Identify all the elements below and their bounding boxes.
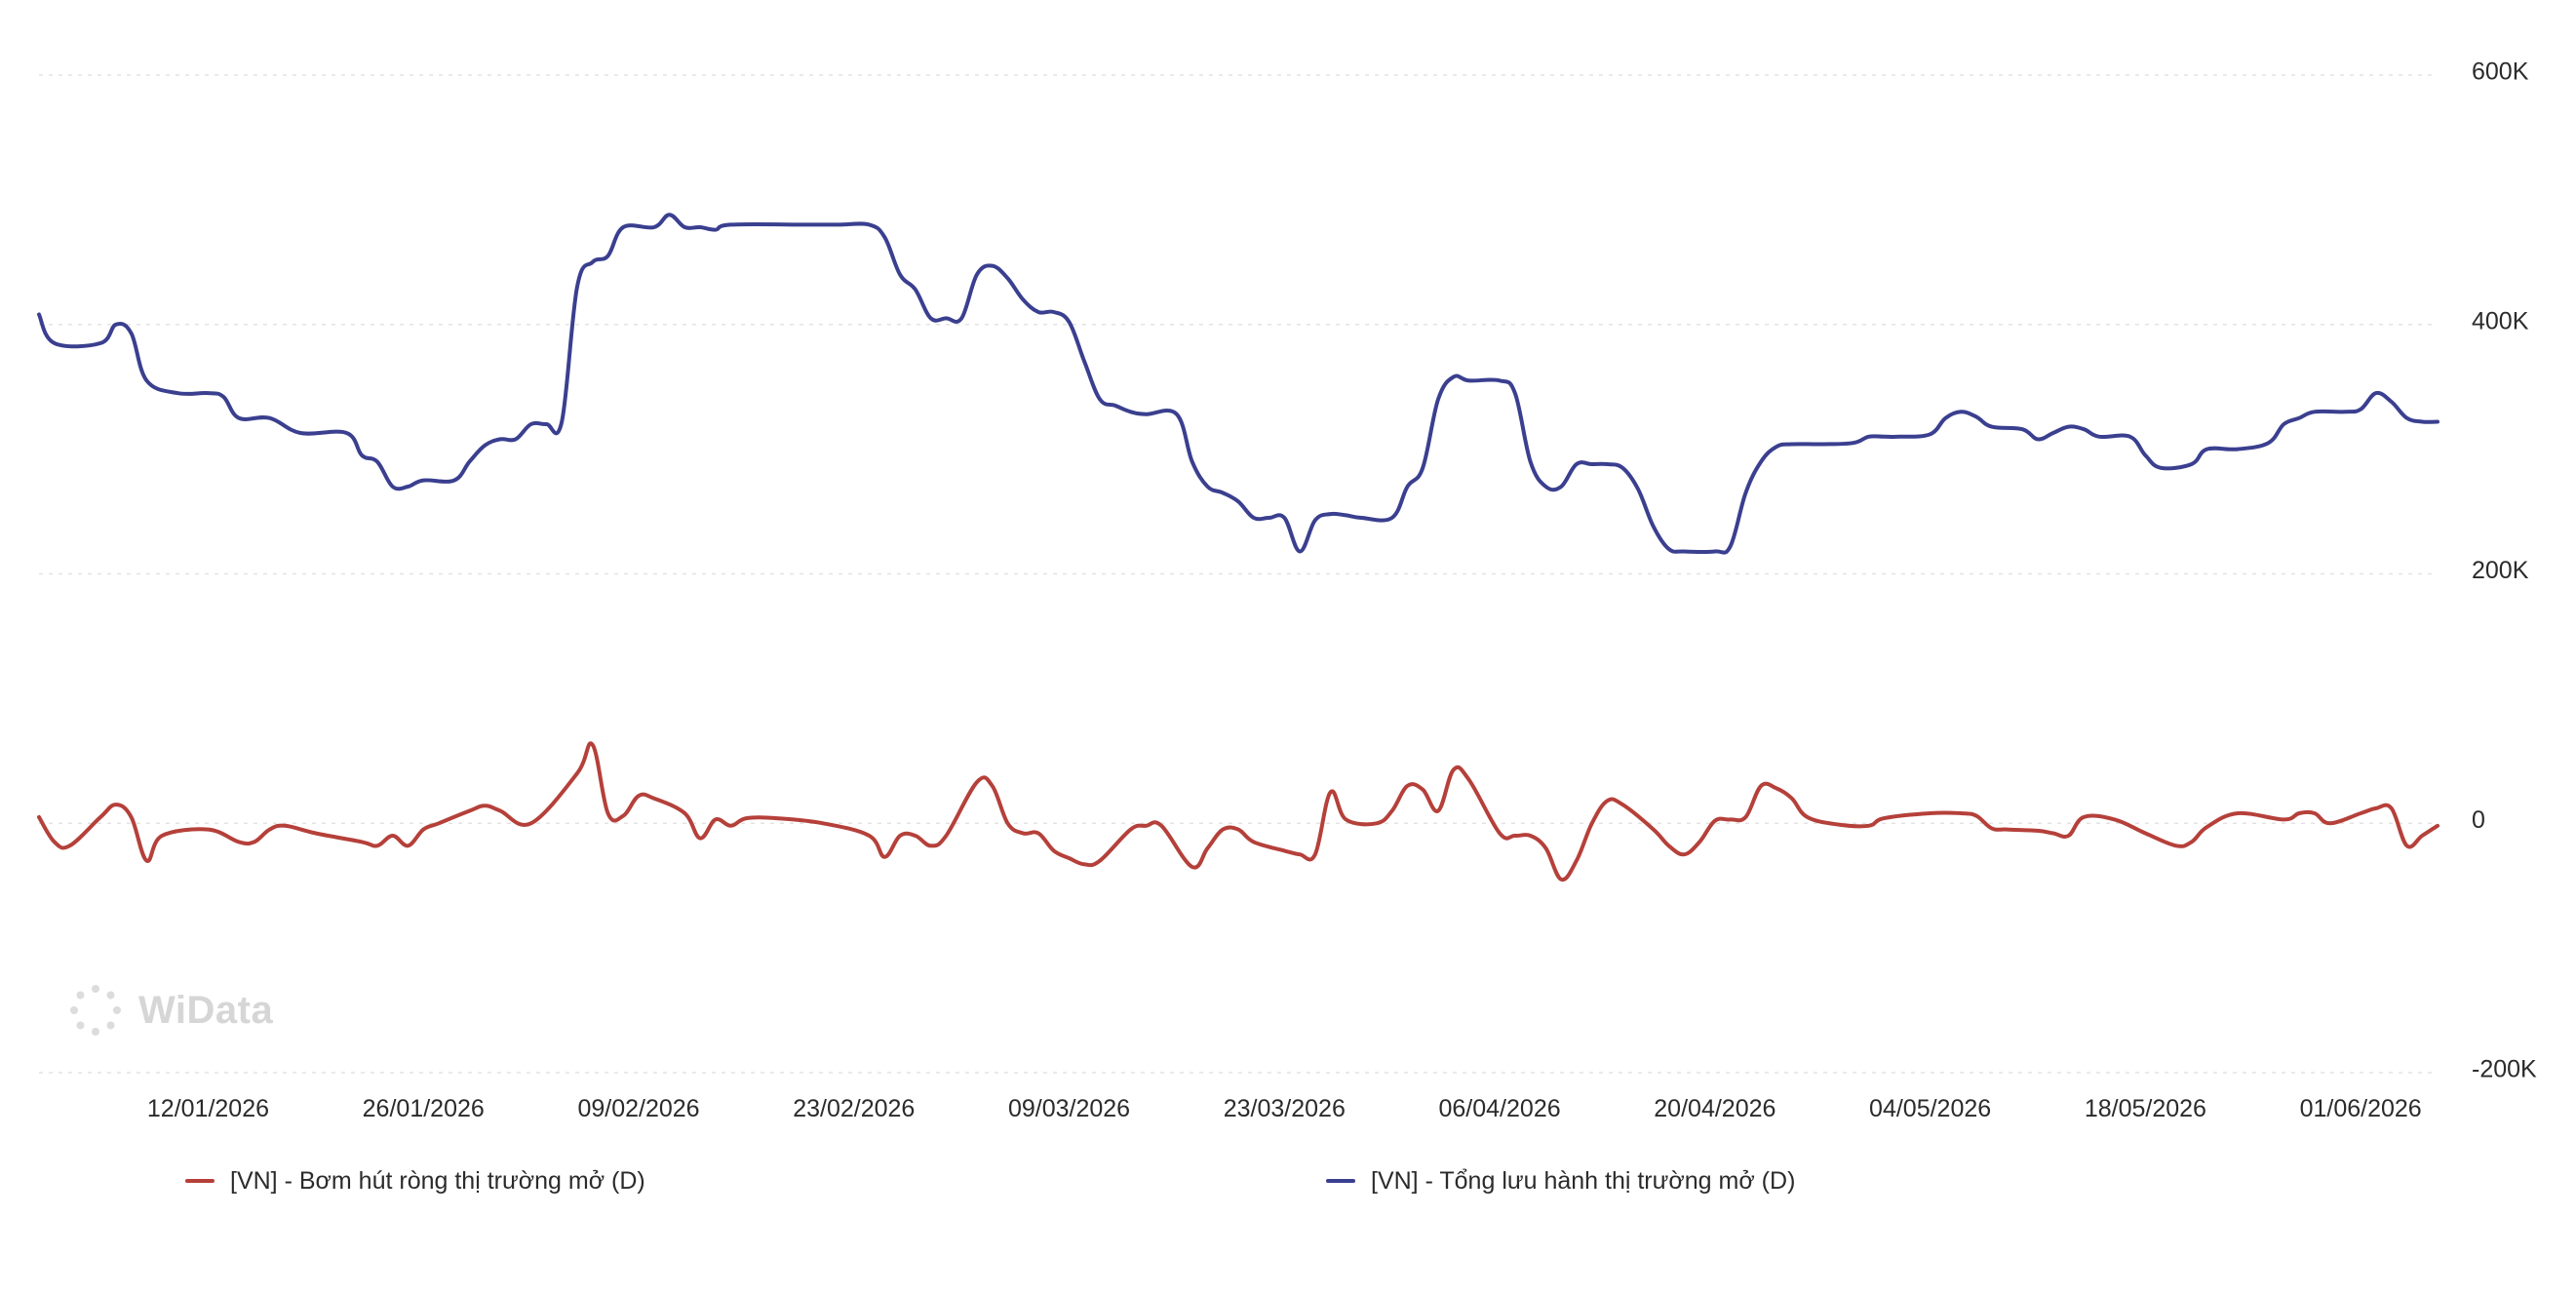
- y-tick-label: -200K: [2472, 1056, 2537, 1083]
- widata-watermark: WiData: [68, 983, 273, 1038]
- x-tick-label: 04/05/2026: [1869, 1095, 1991, 1122]
- series-line-total-outstanding[interactable]: [37, 213, 2439, 555]
- legend-swatch-net-injection: [185, 1179, 215, 1183]
- x-tick-label: 06/04/2026: [1439, 1095, 1561, 1122]
- y-tick-label: 600K: [2472, 59, 2529, 86]
- widata-logo-icon: [70, 985, 121, 1036]
- x-tick-label: 09/03/2026: [1008, 1095, 1130, 1122]
- legend-item-net-injection[interactable]: [VN] - Bơm hút ròng thị trường mở (D): [185, 1166, 645, 1196]
- x-axis-tick-labels: 12/01/2026 26/01/2026 09/02/2026 23/02/2026…: [147, 1095, 2422, 1122]
- legend-label-total-outstanding: [VN] - Tổng lưu hành thị trường mở (D): [1371, 1166, 1796, 1195]
- y-tick-label: 200K: [2472, 557, 2529, 584]
- y-tick-label: 400K: [2472, 307, 2529, 334]
- legend-label-net-injection: [VN] - Bơm hút ròng thị trường mở (D): [230, 1166, 645, 1195]
- x-tick-label: 20/04/2026: [1654, 1095, 1776, 1122]
- legend-swatch-total-outstanding: [1326, 1179, 1355, 1183]
- x-tick-label: 18/05/2026: [2085, 1095, 2206, 1122]
- x-tick-label: 23/03/2026: [1224, 1095, 1346, 1122]
- x-tick-label: 26/01/2026: [363, 1095, 485, 1122]
- y-tick-label: 0: [2472, 806, 2485, 834]
- series-line-net-injection[interactable]: [37, 741, 2439, 883]
- series-lines: [37, 213, 2439, 883]
- watermark-text: WiData: [138, 988, 274, 1032]
- x-tick-label: 01/06/2026: [2300, 1095, 2422, 1122]
- x-tick-label: 09/02/2026: [577, 1095, 699, 1122]
- legend-item-total-outstanding[interactable]: [VN] - Tổng lưu hành thị trường mở (D): [1326, 1166, 1795, 1196]
- x-tick-label: 23/02/2026: [793, 1095, 915, 1122]
- y-axis-tick-labels: 600K 400K 200K 0 -200K: [2472, 59, 2537, 1083]
- grid-lines: [39, 74, 2438, 1074]
- x-tick-label: 12/01/2026: [147, 1095, 269, 1122]
